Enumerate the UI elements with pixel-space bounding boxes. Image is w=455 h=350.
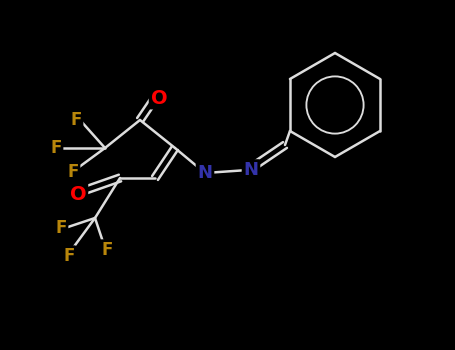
Text: F: F [51, 139, 62, 157]
Text: F: F [71, 111, 82, 129]
Text: F: F [67, 163, 79, 181]
Text: O: O [151, 89, 167, 107]
Text: F: F [101, 241, 113, 259]
Text: N: N [197, 164, 212, 182]
Text: F: F [56, 219, 67, 237]
Text: O: O [70, 184, 86, 203]
Text: F: F [63, 247, 75, 265]
Text: N: N [243, 161, 258, 179]
